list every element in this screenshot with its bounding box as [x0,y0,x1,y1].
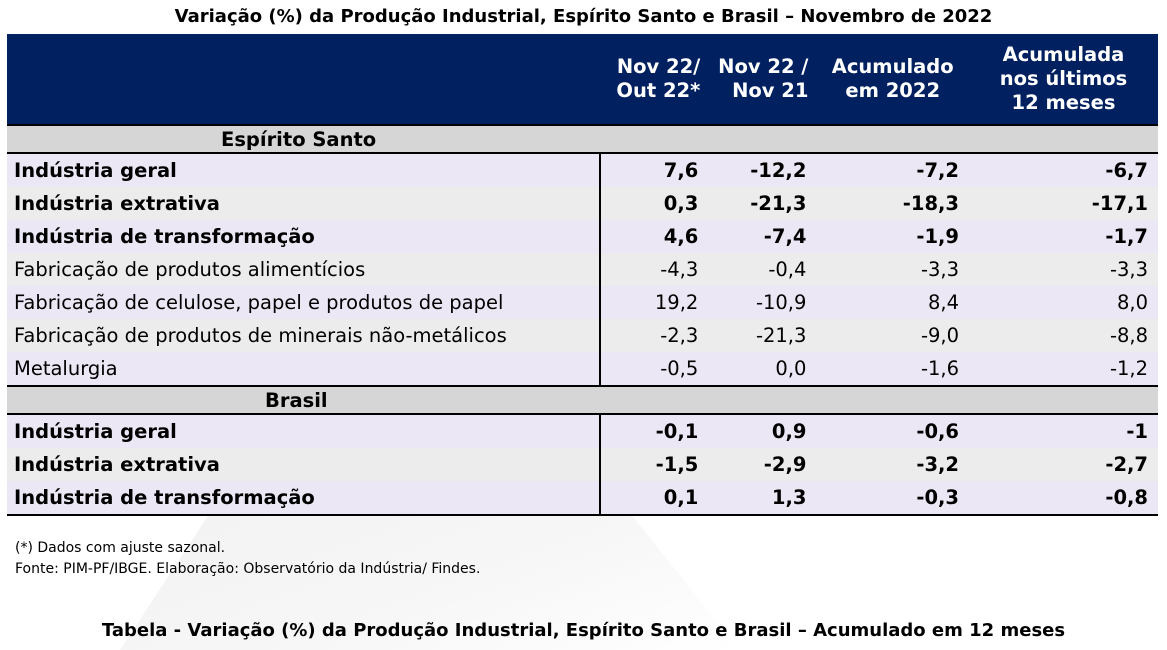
value-cell: -0,1 [600,413,709,448]
value-cell: -9,0 [816,319,969,352]
value-cell: -7,4 [708,220,817,253]
value-cell: -8,8 [969,319,1158,352]
table-header-row: Nov 22/Out 22* Nov 22 /Nov 21 Acumulado e… [7,34,1158,126]
table-row: Indústria extrativa 0,3 -21,3 -18,3 -17,… [7,187,1158,220]
row-label: Fabricação de produtos alimentícios [7,253,602,286]
header-nov-nov: Nov 22 /Nov 21 [708,34,817,126]
value-cell: -0,4 [708,253,817,286]
value-cell: -2,9 [708,448,817,481]
table-row: Fabricação de produtos alimentícios -4,3… [7,253,1158,286]
table-row: Fabricação de celulose, papel e produtos… [7,286,1158,319]
section-label: Espírito Santo [7,125,1158,153]
note-source: Fonte: PIM-PF/IBGE. Elaboração: Observat… [15,561,481,577]
table-row: Indústria geral -0,1 0,9 -0,6 -1 [7,413,1158,448]
row-label: Indústria extrativa [7,187,602,220]
value-cell: -1,2 [969,352,1158,387]
table-row: Indústria extrativa -1,5 -2,9 -3,2 -2,7 [7,448,1158,481]
value-cell: 19,2 [600,286,709,319]
row-label: Indústria de transformação [7,481,602,516]
row-label: Fabricação de produtos de minerais não-m… [7,319,602,352]
row-label: Fabricação de celulose, papel e produtos… [7,286,602,319]
value-cell: 1,3 [708,481,817,516]
next-table-title: Tabela - Variação (%) da Produção Indust… [101,620,1066,641]
value-cell: -21,3 [708,319,817,352]
value-cell: -7,2 [816,152,969,187]
table-row: Fabricação de produtos de minerais não-m… [7,319,1158,352]
table-row: Indústria geral 7,6 -12,2 -7,2 -6,7 [7,152,1158,187]
value-cell: -0,3 [816,481,969,516]
row-label: Indústria extrativa [7,448,602,481]
value-cell: -3,3 [969,253,1158,286]
table-row: Metalurgia -0,5 0,0 -1,6 -1,2 [7,352,1158,387]
value-cell: -0,8 [969,481,1158,516]
value-cell: -1,5 [600,448,709,481]
section-label: Brasil [7,386,1158,414]
value-cell: 8,0 [969,286,1158,319]
row-label: Metalurgia [7,352,602,387]
row-label: Indústria geral [7,152,602,187]
header-nov-out: Nov 22/Out 22* [600,34,709,126]
header-label-cell [7,34,601,126]
table-row: Indústria de transformação 0,1 1,3 -0,3 … [7,481,1158,516]
value-cell: -12,2 [708,152,817,187]
value-cell: -10,9 [708,286,817,319]
value-cell: -4,3 [600,253,709,286]
table-notes: (*) Dados com ajuste sazonal. Fonte: PIM… [15,538,480,580]
row-label: Indústria geral [7,413,602,448]
value-cell: -2,7 [969,448,1158,481]
value-cell: 4,6 [600,220,709,253]
value-cell: -6,7 [969,152,1158,187]
value-cell: -0,6 [816,413,969,448]
value-cell: -18,3 [816,187,969,220]
value-cell: 0,9 [708,413,817,448]
value-cell: -1,7 [969,220,1158,253]
header-acumulada-12-meses: Acumulada nos últimos 12 meses [969,34,1158,126]
row-label: Indústria de transformação [7,220,602,253]
value-cell: -1,6 [816,352,969,387]
table-title: Variação (%) da Produção Industrial, Esp… [174,6,993,27]
section-row-espirito-santo: Espírito Santo [7,125,1158,153]
industrial-production-table: Nov 22/Out 22* Nov 22 /Nov 21 Acumulado e… [7,34,1158,516]
value-cell: 0,3 [600,187,709,220]
value-cell: -3,2 [816,448,969,481]
value-cell: -1 [969,413,1158,448]
note-seasonal-adjustment: (*) Dados com ajuste sazonal. [15,540,226,556]
value-cell: -1,9 [816,220,969,253]
section-row-brasil: Brasil [7,386,1158,414]
value-cell: 8,4 [816,286,969,319]
value-cell: 7,6 [600,152,709,187]
value-cell: 0,1 [600,481,709,516]
value-cell: -17,1 [969,187,1158,220]
value-cell: -21,3 [708,187,817,220]
table-row: Indústria de transformação 4,6 -7,4 -1,9… [7,220,1158,253]
value-cell: -3,3 [816,253,969,286]
value-cell: 0,0 [708,352,817,387]
value-cell: -0,5 [600,352,709,387]
value-cell: -2,3 [600,319,709,352]
header-acumulado-2022: Acumulado em 2022 [816,34,969,126]
